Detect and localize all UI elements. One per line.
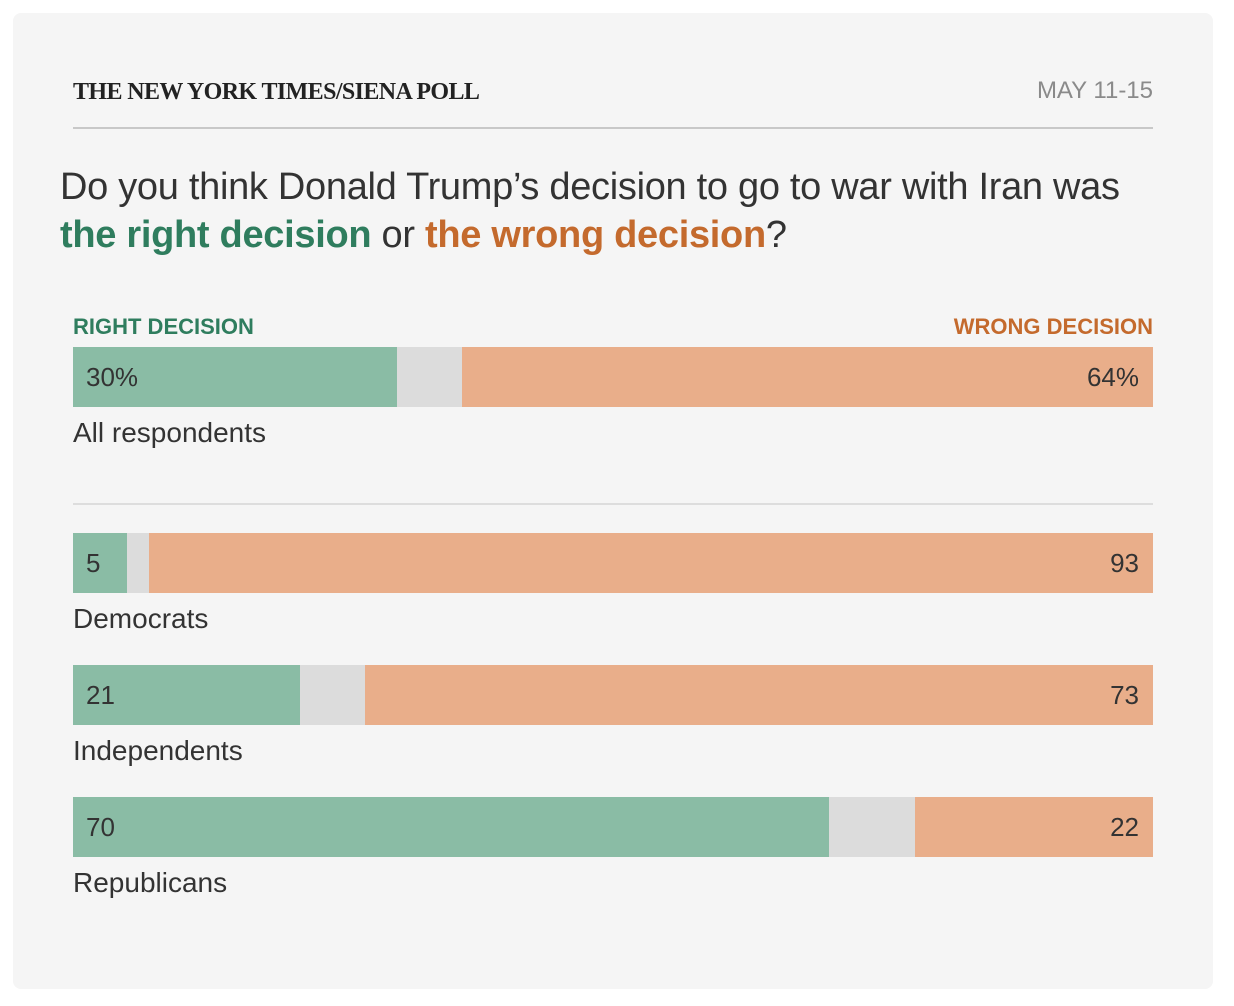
poll-source: THE NEW YORK TIMES/SIENA POLL [73,79,480,105]
bar-row-label: Independents [73,735,243,766]
bar-row-label: Republicans [73,867,228,898]
bar-right-segment [73,665,300,725]
bar-row-label: All respondents [73,417,267,448]
poll-question: Do you think Donald Trump’s decision to … [60,163,1150,259]
legend-wrong: WRONG DECISION [953,314,1153,339]
bar-right-value: 5 [86,548,101,578]
bar-track: 21 73 [73,665,1153,725]
bar-right-value: 70 [86,812,115,842]
bar-right-value: 30% [86,362,139,392]
bar-right-segment [73,347,397,407]
poll-header: THE NEW YORK TIMES/SIENA POLL MAY 11-15 [73,75,1153,129]
legend-right: RIGHT DECISION [73,314,254,339]
question-wrong-text: the wrong decision [425,214,766,256]
bar-right-segment [73,797,829,857]
bar-wrong-segment [461,347,1153,407]
question-prefix: Do you think Donald Trump’s decision to … [60,166,1120,208]
question-middle: or [371,214,426,256]
bar-row-label: Democrats [73,603,209,634]
section-divider [73,503,1153,505]
bar-wrong-value: 64% [1086,362,1139,392]
bar-track: 5 93 [73,533,1153,593]
bar-wrong-value: 73 [1110,680,1139,710]
bar-right-segment [73,533,127,593]
bar-right-value: 21 [86,680,115,710]
question-suffix: ? [765,214,787,256]
bar-wrong-segment [364,665,1153,725]
poll-dates: MAY 11-15 [1036,77,1153,104]
bar-wrong-segment [148,533,1153,593]
bar-wrong-value: 93 [1110,548,1139,578]
bar-wrong-segment [915,797,1153,857]
question-right-text: the right decision [60,214,372,256]
bar-track: 70 22 [73,797,1153,857]
bar-track: 30% 64% [73,347,1153,407]
bar-wrong-value: 22 [1110,812,1139,842]
